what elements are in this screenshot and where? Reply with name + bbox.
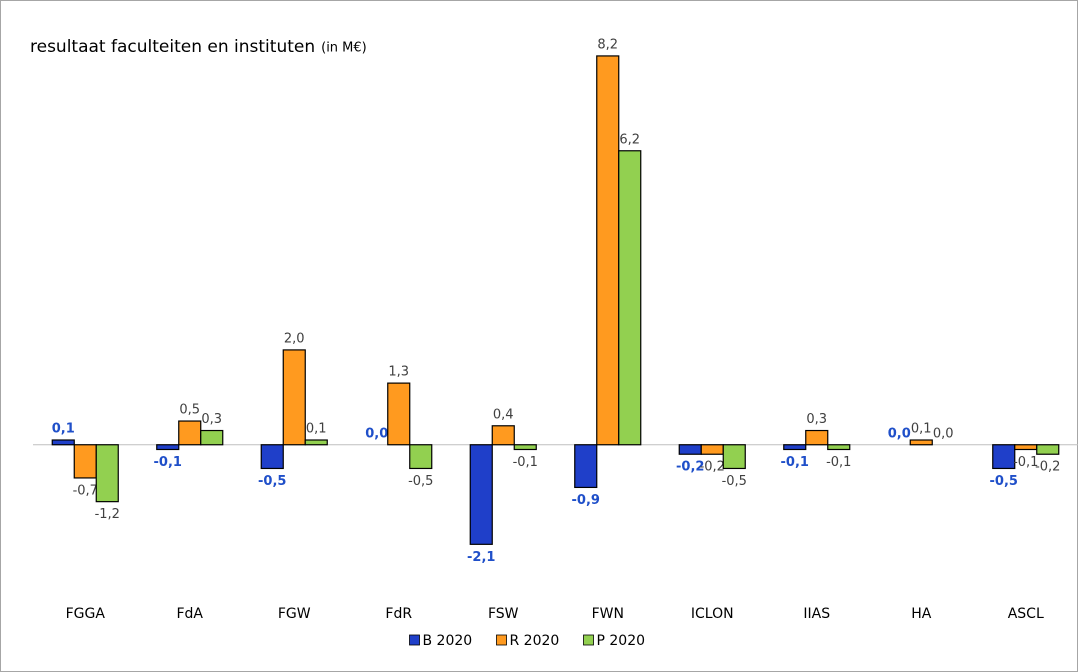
data-label: 0,3 bbox=[806, 412, 827, 427]
x-tick-label: FdA bbox=[176, 606, 203, 622]
legend-label: P 2020 bbox=[597, 633, 646, 649]
chart-subtitle: (in M€) bbox=[321, 41, 367, 56]
bar bbox=[200, 429, 224, 446]
chart-title: resultaat faculteiten en instituten bbox=[30, 37, 315, 57]
bar bbox=[992, 444, 1016, 470]
data-label: -0,1 bbox=[826, 455, 851, 470]
bar bbox=[409, 444, 433, 470]
data-label: -0,7 bbox=[73, 483, 98, 498]
bar bbox=[1014, 444, 1038, 451]
bar bbox=[722, 444, 746, 470]
bar bbox=[783, 444, 807, 451]
legend-label: R 2020 bbox=[510, 633, 560, 649]
x-tick-label: ICLON bbox=[691, 606, 734, 622]
data-label: 0,0 bbox=[933, 426, 954, 441]
bar bbox=[805, 429, 829, 446]
legend-swatch bbox=[583, 634, 594, 646]
bar bbox=[387, 382, 411, 446]
bar bbox=[156, 444, 180, 451]
legend-swatch bbox=[409, 634, 420, 646]
data-label: 0,3 bbox=[201, 412, 222, 427]
legend-label: B 2020 bbox=[423, 633, 473, 649]
data-label: 0,1 bbox=[911, 422, 932, 437]
data-label: -0,2 bbox=[700, 460, 725, 475]
data-label: -0,5 bbox=[722, 474, 747, 489]
data-label: -0,5 bbox=[990, 474, 1018, 489]
data-label: -0,5 bbox=[408, 474, 433, 489]
bar bbox=[1036, 444, 1060, 455]
x-tick-label: FSW bbox=[488, 606, 519, 622]
data-label: -0,5 bbox=[258, 474, 286, 489]
data-label: 8,2 bbox=[597, 37, 618, 52]
x-tick-label: FdR bbox=[385, 606, 412, 622]
data-label: -1,2 bbox=[95, 507, 120, 522]
bar bbox=[574, 444, 598, 489]
bar bbox=[51, 439, 75, 446]
bar bbox=[909, 439, 933, 446]
data-label: 0,0 bbox=[365, 426, 388, 441]
bar bbox=[491, 425, 515, 446]
data-label: -0,2 bbox=[1035, 460, 1060, 475]
bar bbox=[73, 444, 97, 479]
bar bbox=[596, 55, 620, 446]
data-label: -0,1 bbox=[781, 455, 809, 470]
data-label: -0,1 bbox=[154, 455, 182, 470]
bar bbox=[178, 420, 202, 446]
bar bbox=[513, 444, 537, 451]
bar bbox=[95, 444, 119, 503]
data-label: 1,3 bbox=[388, 365, 409, 380]
x-tick-label: IIAS bbox=[803, 606, 830, 622]
data-label: 0,0 bbox=[888, 426, 911, 441]
bar bbox=[827, 444, 851, 451]
bar bbox=[469, 444, 493, 545]
x-tick-label: FGGA bbox=[66, 606, 106, 622]
data-label: 0,4 bbox=[493, 407, 514, 422]
data-label: -2,1 bbox=[467, 550, 495, 565]
x-tick-label: FWN bbox=[592, 606, 624, 622]
bar bbox=[304, 439, 328, 446]
bar bbox=[678, 444, 702, 455]
data-label: -0,2 bbox=[676, 460, 704, 475]
bar bbox=[260, 444, 284, 470]
x-tick-label: FGW bbox=[278, 606, 311, 622]
legend-swatch bbox=[496, 634, 507, 646]
data-label: 0,1 bbox=[52, 422, 75, 437]
data-label: -0,1 bbox=[513, 455, 538, 470]
data-label: -0,1 bbox=[1013, 455, 1038, 470]
data-label: 2,0 bbox=[284, 331, 305, 346]
data-label: 0,1 bbox=[306, 422, 327, 437]
data-label: 0,5 bbox=[179, 403, 200, 418]
bar bbox=[618, 150, 642, 446]
x-tick-label: ASCL bbox=[1008, 606, 1044, 622]
bar bbox=[282, 349, 306, 446]
data-label: 6,2 bbox=[619, 132, 640, 147]
bar bbox=[700, 444, 724, 455]
data-label: -0,9 bbox=[572, 493, 600, 508]
x-tick-label: HA bbox=[911, 606, 932, 622]
